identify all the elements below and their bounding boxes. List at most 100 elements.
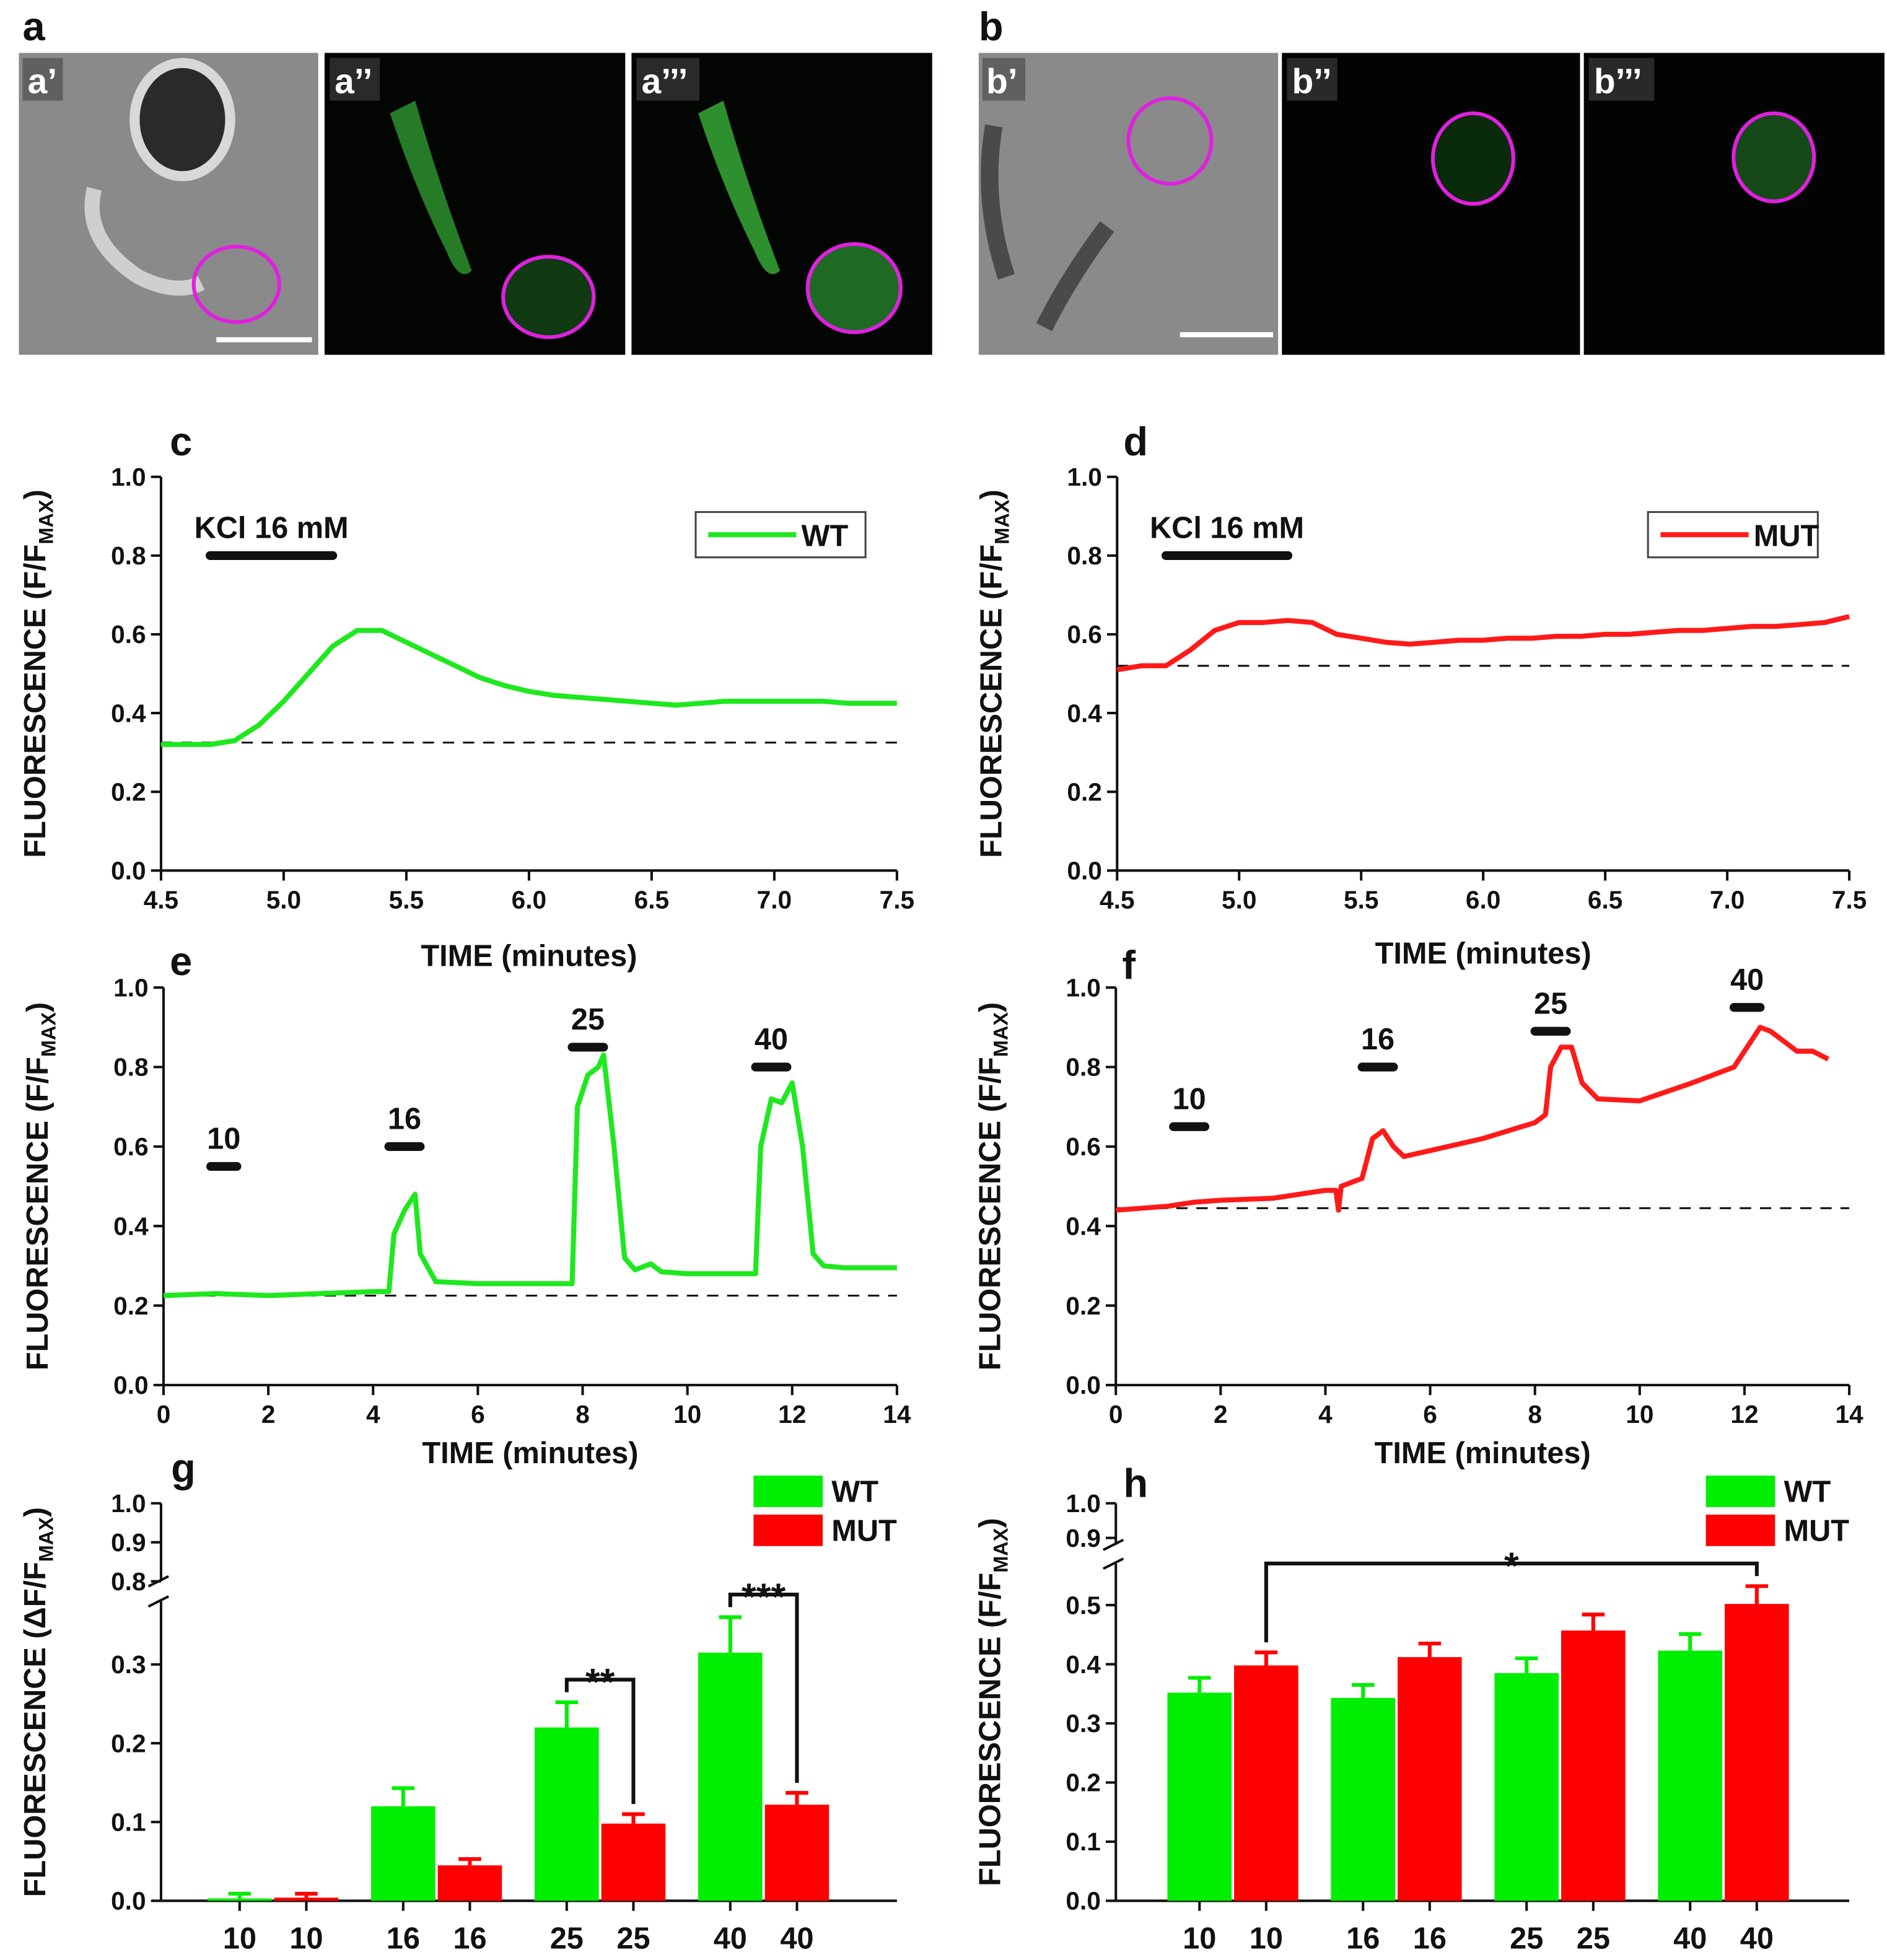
- x-tick-label: 12: [1730, 1400, 1758, 1428]
- cell: [981, 124, 1114, 331]
- y-axis-title-part: FLUORESCENCE (F/F: [21, 1057, 55, 1370]
- legend-label: WT: [802, 519, 849, 553]
- x-tick-label: 10: [1183, 1922, 1216, 1956]
- panel-label: h: [1123, 1461, 1148, 1506]
- x-tick-label: 6.5: [634, 885, 669, 914]
- y-axis-title: FLUORESCENCE (ΔF/FMAX): [19, 1507, 57, 1897]
- y-axis-title: FLUORESCENCE (F/FMAX): [973, 1002, 1012, 1371]
- y-axis-title-sub: MAX: [37, 1012, 59, 1057]
- legend-label: MUT: [831, 1515, 897, 1548]
- line-series: [1115, 1025, 1829, 1213]
- y-axis-title-part: ): [19, 489, 52, 499]
- cell: [84, 186, 205, 296]
- panel-label: b: [979, 4, 1004, 49]
- y-tick-label: 0.4: [1066, 1650, 1101, 1679]
- bar: [371, 1806, 436, 1901]
- x-tick-label: 6: [1423, 1400, 1437, 1428]
- y-axis-title-sub: MAX: [990, 1012, 1012, 1057]
- frame-label: a’: [28, 62, 57, 101]
- x-tick-label: 6.0: [1466, 885, 1500, 914]
- x-tick-label: 14: [883, 1400, 911, 1428]
- stimulus-label: KCl 16 mM: [1150, 511, 1304, 545]
- x-tick-label: 10: [223, 1922, 256, 1956]
- panel-label: a: [23, 4, 46, 49]
- y-tick-label: 0.0: [113, 1371, 148, 1399]
- stimulus-label: 10: [1172, 1082, 1206, 1116]
- bar: [1494, 1673, 1559, 1901]
- line-series: [1116, 614, 1850, 673]
- panel-label: e: [170, 938, 192, 984]
- y-axis-title-part: FLUORESCENCE (F/F: [973, 1573, 1007, 1886]
- cell: [390, 100, 472, 274]
- frame-label: b’: [986, 62, 1018, 101]
- stimulus-label: 16: [1361, 1023, 1394, 1056]
- x-tick-label: 4: [1318, 1400, 1333, 1428]
- y-tick-label: 0.9: [111, 1528, 146, 1557]
- micrograph-a: a’ a’’ a’’’: [19, 53, 932, 355]
- significance-bracket: [1264, 1561, 1759, 1643]
- panel-label: d: [1123, 419, 1148, 464]
- y-tick-label: 0.2: [111, 1729, 146, 1757]
- x-tick-label: 7.0: [1710, 885, 1745, 914]
- x-tick-label: 7.5: [880, 885, 914, 914]
- axis-break: [1102, 1557, 1124, 1570]
- y-tick-label: 1.0: [113, 973, 148, 1002]
- x-tick-label: 0: [157, 1400, 171, 1428]
- x-tick-label: 7.5: [1832, 885, 1867, 914]
- y-axis-title-part: FLUORESCENCE (F/F: [974, 545, 1008, 858]
- stimulus-label: 25: [1534, 987, 1567, 1020]
- y-tick-label: 0.2: [1066, 1292, 1100, 1320]
- x-axis-title: TIME (minutes): [1375, 937, 1591, 971]
- y-tick-label: 0.2: [111, 777, 146, 806]
- x-tick-label: 4: [366, 1400, 380, 1428]
- x-tick-label: 8: [576, 1400, 590, 1428]
- legend-label: WT: [831, 1476, 878, 1509]
- y-axis-title-sub: MAX: [990, 1528, 1012, 1573]
- legend-swatch: [753, 1476, 823, 1507]
- y-tick-label: 0.3: [1066, 1709, 1100, 1738]
- y-tick-label: 0.5: [1066, 1591, 1100, 1619]
- significance-label: *: [1504, 1544, 1519, 1586]
- y-tick-label: 1.0: [111, 463, 146, 491]
- x-tick-label: 16: [387, 1922, 420, 1956]
- legend-swatch: [1705, 1476, 1775, 1507]
- stimulus-label: 10: [207, 1122, 240, 1156]
- y-axis-title-part: FLUORESCENCE (F/F: [19, 545, 52, 858]
- y-tick-label: 0.8: [113, 1053, 148, 1082]
- legend-swatch: [753, 1515, 823, 1546]
- roi: [1126, 96, 1214, 186]
- x-axis-title: TIME (minutes): [1375, 1437, 1591, 1470]
- y-axis-title: FLUORESCENCE (F/FMAX): [973, 1518, 1012, 1886]
- fluorescence-frame: [1583, 53, 1885, 355]
- y-axis-title-part: ): [21, 1002, 55, 1012]
- bar: [437, 1865, 502, 1901]
- y-axis-title: FLUORESCENCE (F/FMAX): [974, 489, 1013, 858]
- y-tick-label: 0.6: [1066, 1132, 1100, 1161]
- x-tick-label: 10: [1250, 1922, 1283, 1956]
- x-tick-label: 5.5: [389, 885, 424, 914]
- y-tick-label: 0.8: [1066, 1053, 1100, 1082]
- x-tick-label: 8: [1528, 1400, 1542, 1428]
- y-tick-label: 1.0: [1067, 463, 1101, 491]
- y-tick-label: 0.8: [111, 541, 146, 570]
- x-axis-title: TIME (minutes): [421, 940, 637, 973]
- legend-label: WT: [1784, 1476, 1831, 1509]
- y-tick-label: 0.0: [1066, 1371, 1100, 1399]
- y-tick-label: 0.0: [111, 857, 146, 885]
- significance-label: ***: [742, 1575, 786, 1617]
- frame-label-box: [1588, 58, 1655, 101]
- y-axis-title-part: ): [19, 1507, 52, 1517]
- y-tick-label: 1.0: [1066, 1489, 1100, 1518]
- x-tick-label: 4.5: [144, 885, 178, 914]
- panel-label: c: [170, 419, 192, 464]
- bar: [1561, 1630, 1626, 1901]
- stimulus-label: 16: [388, 1102, 421, 1135]
- x-tick-label: 40: [780, 1922, 813, 1956]
- axis-break: [147, 1595, 170, 1608]
- panel-label: g: [171, 1445, 196, 1490]
- x-tick-label: 16: [1346, 1922, 1380, 1956]
- panel-label: f: [1122, 942, 1136, 987]
- y-tick-label: 0.4: [113, 1212, 149, 1240]
- y-tick-label: 0.0: [1067, 857, 1101, 885]
